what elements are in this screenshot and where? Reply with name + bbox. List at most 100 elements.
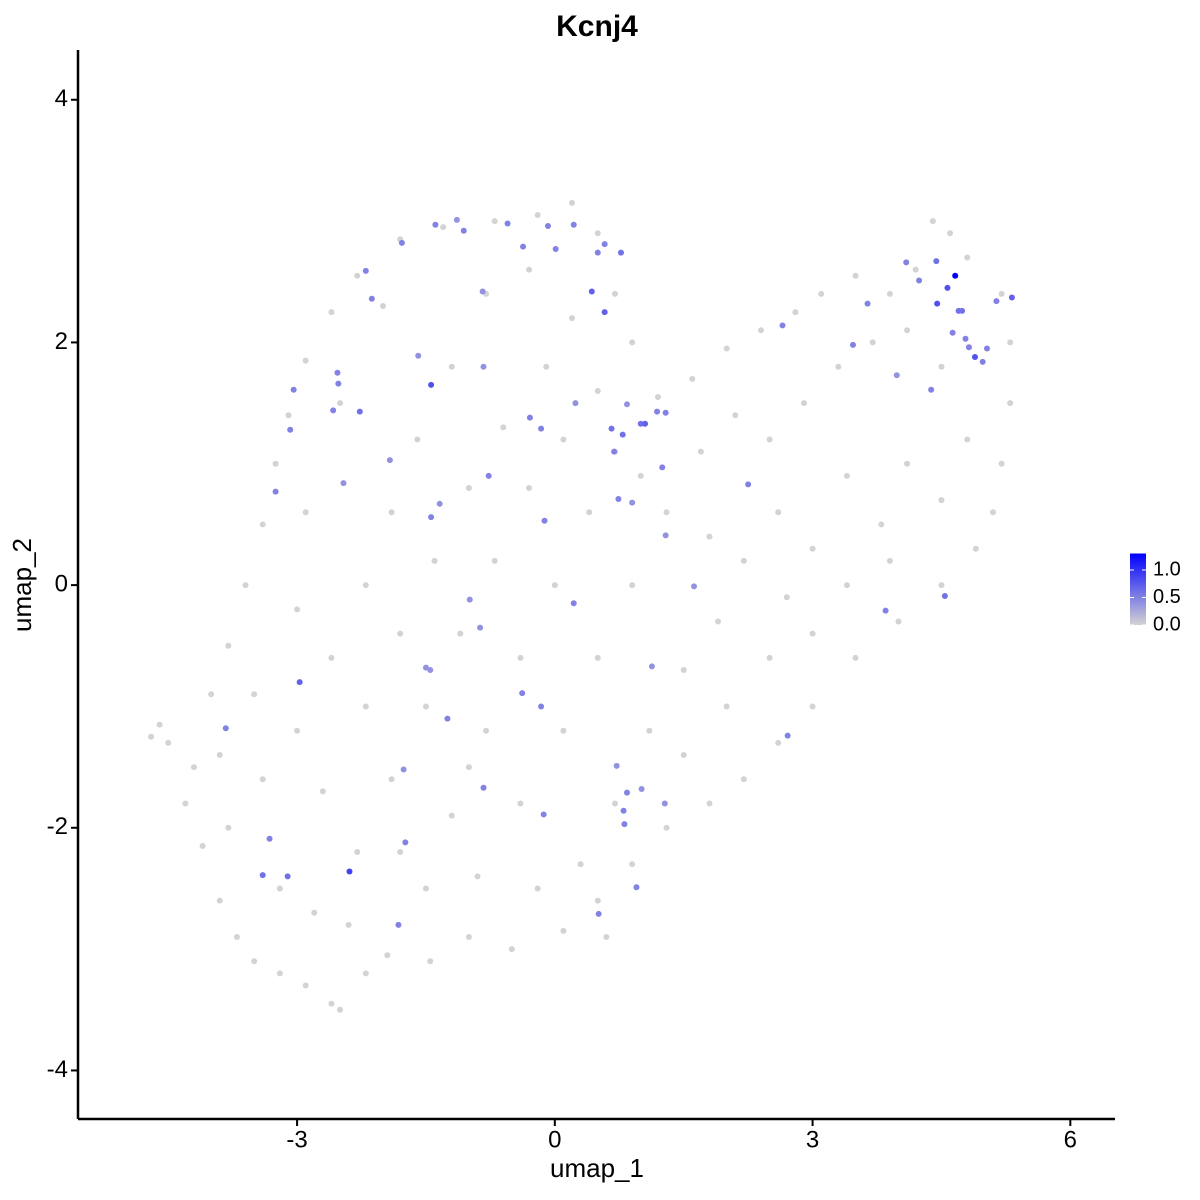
cell-point [758,327,765,334]
cell-point [740,557,747,564]
cell-point [479,288,486,295]
cell-point [972,545,979,552]
cell-point [620,807,627,814]
cell-point [783,594,790,601]
cell-point [519,690,526,697]
cell-point [809,545,816,552]
cell-point [886,557,893,564]
cell-point [691,583,698,590]
cell-point [615,495,622,502]
cell-point [938,497,945,504]
cell-point [611,448,618,455]
cell-point [395,921,402,928]
cell-point [397,849,404,856]
cell-point [611,800,618,807]
cell-point [504,220,511,227]
cell-point [216,751,223,758]
cell-point [517,800,524,807]
cell-point [608,425,615,432]
cell-point [569,199,576,206]
cell-point [723,703,730,710]
cell-point [330,407,337,414]
cell-point [480,363,487,370]
cell-point [334,369,341,376]
cell-point [400,766,407,773]
cell-point [706,533,713,540]
cell-point [904,327,911,334]
cell-point [368,295,375,302]
cell-point [552,245,559,252]
cell-point [362,582,369,589]
cell-point [928,386,935,393]
cell-point [541,517,548,524]
cell-point [944,284,951,291]
cell-point [335,380,342,387]
cell-point [569,315,576,322]
cell-point [809,703,816,710]
cell-point [534,885,541,892]
cell-point [216,897,223,904]
cell-point [663,509,670,516]
cell-point [624,789,630,796]
cell-point [619,431,626,438]
cell-point [849,341,856,348]
cell-point [947,230,954,237]
cell-point [852,272,859,279]
cell-point [594,230,601,237]
cell-point [345,921,352,928]
cell-point [302,509,309,516]
cell-point [648,663,655,670]
cell-point [551,582,558,589]
cell-point [534,212,541,219]
cell-point [633,884,640,891]
cell-point [328,1000,335,1007]
cell-point [929,218,936,225]
cell-point [601,241,608,248]
cell-point [864,300,871,307]
cell-point [422,703,429,710]
cell-point [611,290,618,297]
cell-point [882,607,889,614]
cell-point [414,436,421,443]
cell-point [491,218,498,225]
cell-point [302,982,309,989]
colorbar [1130,553,1146,625]
cell-point [577,861,584,868]
cell-point [474,873,481,880]
cell-point [266,835,273,842]
cell-point [594,249,601,256]
x-axis-title: umap_1 [550,1153,644,1183]
cell-point [629,582,636,589]
cell-point [629,499,636,506]
cell-point [990,509,996,516]
x-tick-label: 6 [1064,1126,1077,1153]
cell-point [272,460,279,467]
cell-point [485,472,492,479]
cell-point [276,885,283,892]
cell-point [938,363,945,370]
cell-point [356,408,363,415]
cell-point [242,582,249,589]
cell-point [538,703,545,710]
cell-point [294,727,301,734]
cell-point [809,630,816,637]
cell-point [362,267,369,274]
cell-point [560,727,567,734]
cell-point [284,873,291,880]
cell-point [538,425,545,432]
cell-point [843,472,850,479]
y-tick-label: 0 [55,570,68,597]
cell-point [397,630,404,637]
cell-point [362,970,369,977]
cell-point [998,460,1005,467]
cell-point [779,322,786,329]
cell-point [1008,294,1015,301]
cell-point [1007,400,1014,407]
cell-point [572,400,579,407]
cell-point [337,1006,344,1013]
cell-point [272,488,279,495]
cell-point [800,400,807,407]
cell-point [629,339,636,346]
cell-point [852,654,859,661]
